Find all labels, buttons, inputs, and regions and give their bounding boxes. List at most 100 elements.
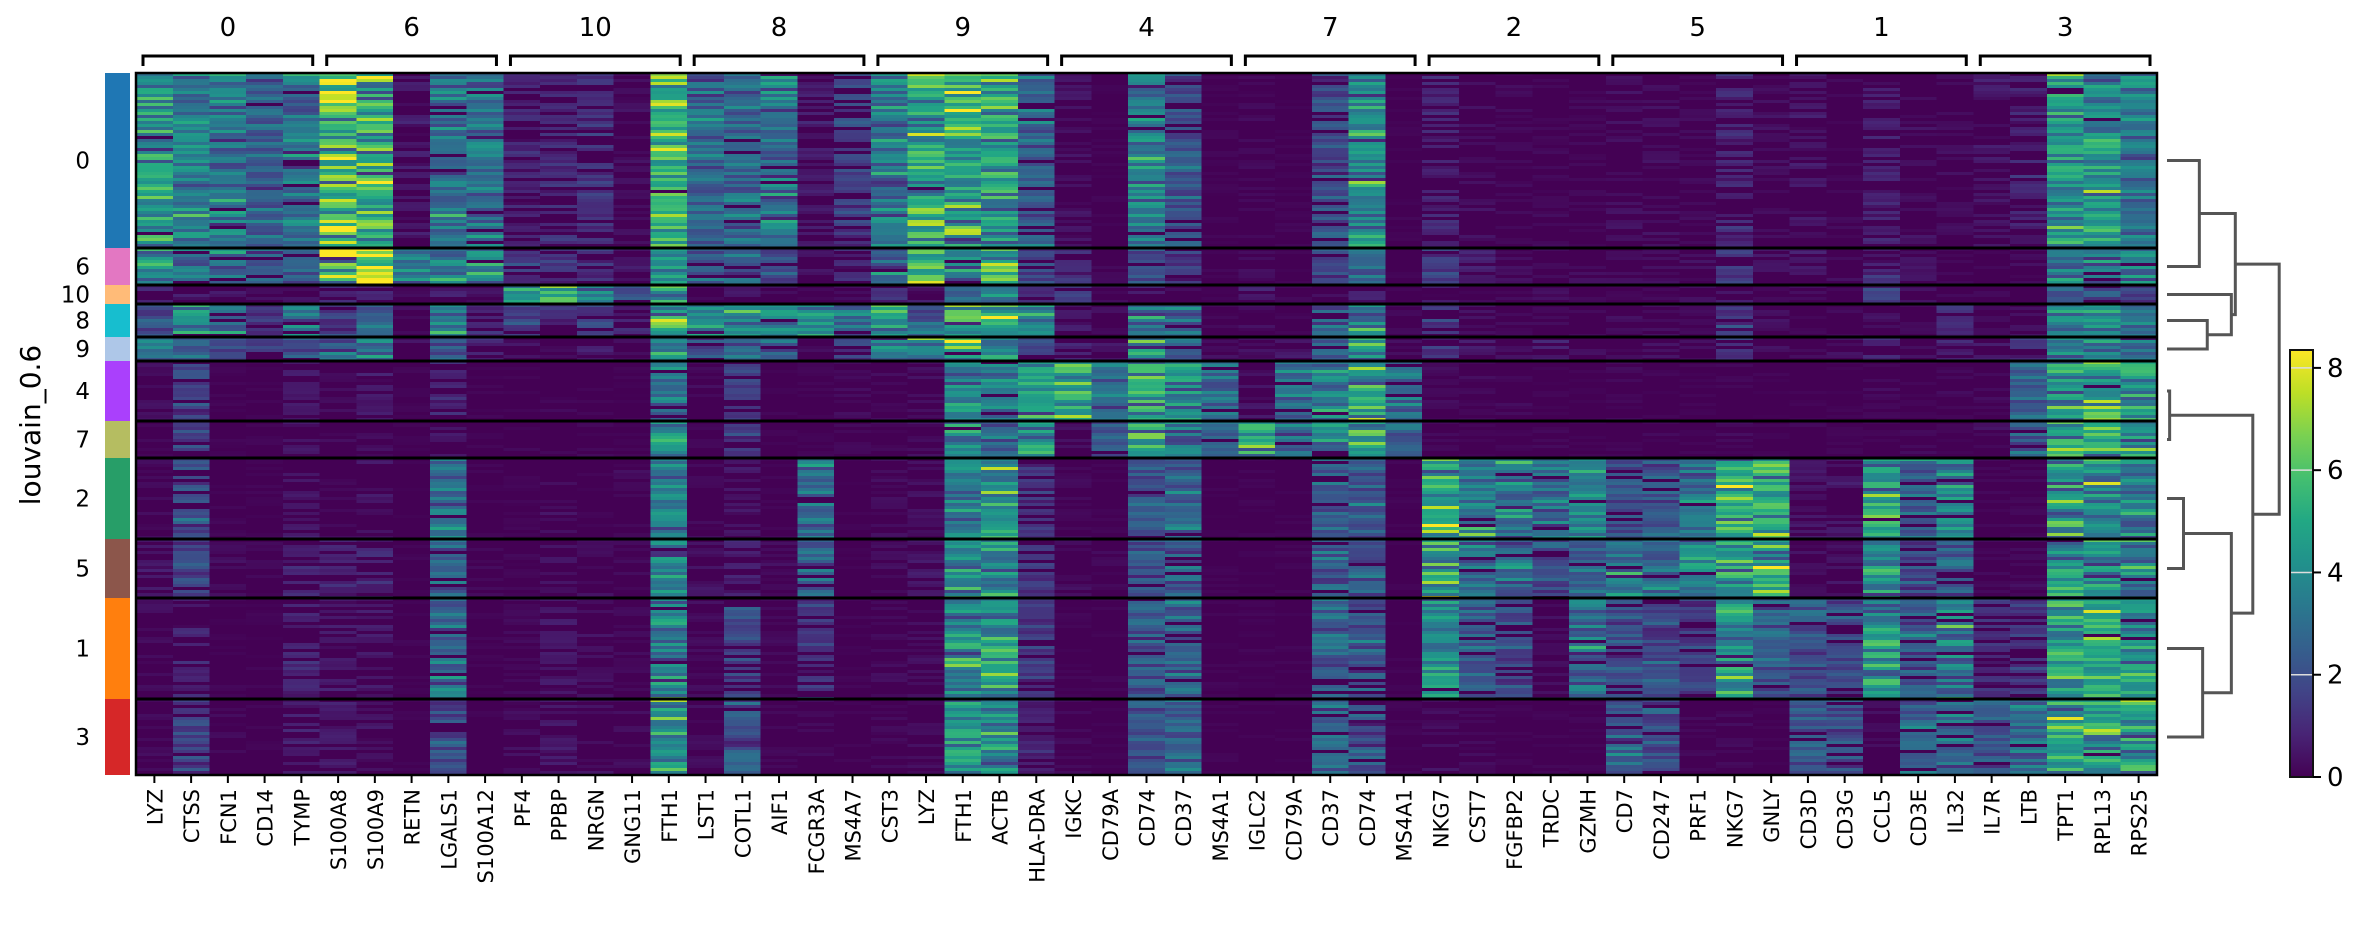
cell-stripe	[613, 103, 651, 106]
cell-stripe	[1973, 121, 2011, 124]
cell-stripe	[870, 76, 909, 79]
cell-stripe	[1495, 275, 1533, 278]
cell-stripe	[466, 109, 504, 112]
cell-stripe	[1201, 103, 1239, 106]
cell-stripe	[2010, 260, 2048, 263]
cell-stripe	[209, 82, 247, 85]
cell-stripe	[1495, 310, 1533, 313]
cell-stripe	[2010, 88, 2048, 91]
cell-stripe	[136, 263, 174, 266]
cell-stripe	[393, 214, 431, 217]
cell-stripe	[429, 328, 468, 331]
cell-stripe	[503, 300, 541, 303]
cell-stripe	[907, 325, 945, 328]
cell-stripe	[282, 232, 321, 235]
cell-stripe	[1348, 82, 1386, 85]
cell-stripe	[723, 260, 762, 263]
cell-stripe	[209, 94, 247, 97]
cell-stripe	[429, 148, 468, 151]
cell-stripe	[1973, 157, 2011, 160]
cell-stripe	[393, 115, 431, 118]
cell-stripe	[503, 106, 541, 109]
cell-stripe	[466, 291, 504, 294]
cell-stripe	[981, 97, 1019, 100]
cell-stripe	[429, 316, 468, 319]
cell-stripe	[393, 297, 431, 300]
cell-stripe	[356, 187, 394, 190]
cell-stripe	[1091, 106, 1129, 109]
cell-stripe	[1605, 127, 1644, 130]
cell-stripe	[1238, 130, 1276, 133]
cell-stripe	[870, 196, 909, 199]
cell-stripe	[1422, 269, 1460, 272]
cell-stripe	[1054, 196, 1092, 199]
cell-stripe	[1275, 142, 1313, 145]
cell-stripe	[172, 160, 210, 163]
cell-stripe	[981, 139, 1019, 142]
cell-stripe	[1422, 220, 1460, 223]
cell-stripe	[1826, 175, 1864, 178]
cell-stripe	[1311, 166, 1350, 169]
cell-stripe	[834, 297, 872, 300]
cell-stripe	[356, 331, 394, 334]
cell-stripe	[319, 121, 357, 124]
cell-stripe	[613, 300, 651, 303]
cell-stripe	[1054, 103, 1092, 106]
cell-stripe	[356, 103, 394, 106]
cell-stripe	[1091, 244, 1129, 247]
cell-stripe	[2010, 181, 2048, 184]
cell-stripe	[723, 316, 762, 319]
cell-stripe	[2046, 288, 2085, 291]
cell-stripe	[1238, 254, 1276, 257]
cell-stripe	[723, 235, 762, 238]
cell-stripe	[723, 118, 762, 121]
cell-stripe	[1385, 190, 1423, 193]
cell-stripe	[429, 281, 468, 284]
cell-stripe	[1385, 118, 1423, 121]
cell-stripe	[503, 202, 541, 205]
cell-stripe	[282, 281, 321, 284]
cell-stripe	[1422, 251, 1460, 254]
cell-stripe	[136, 272, 174, 275]
cell-stripe	[1385, 133, 1423, 136]
cell-stripe	[1532, 307, 1570, 310]
cell-stripe	[650, 244, 688, 247]
cell-stripe	[246, 169, 284, 172]
cell-stripe	[172, 325, 210, 328]
cell-stripe	[319, 211, 357, 214]
cell-stripe	[319, 160, 357, 163]
cell-stripe	[760, 307, 798, 310]
cell-stripe	[1569, 118, 1607, 121]
cell-stripe	[429, 109, 468, 112]
cell-stripe	[1017, 238, 1056, 241]
cell-stripe	[246, 79, 284, 82]
cell-stripe	[172, 294, 210, 297]
cell-stripe	[503, 328, 541, 331]
cell-stripe	[1936, 136, 1974, 139]
cell-stripe	[282, 205, 321, 208]
cell-stripe	[136, 148, 174, 151]
cell-stripe	[1128, 142, 1166, 145]
cell-stripe	[1863, 76, 1901, 79]
cell-stripe	[1311, 297, 1350, 300]
cell-stripe	[1605, 254, 1644, 257]
cell-stripe	[1201, 178, 1239, 181]
cell-stripe	[650, 232, 688, 235]
cell-stripe	[1532, 269, 1570, 272]
cell-stripe	[2083, 127, 2121, 130]
cell-stripe	[1091, 181, 1129, 184]
cell-stripe	[1238, 310, 1276, 313]
cell-stripe	[613, 85, 651, 88]
cell-stripe	[540, 100, 578, 103]
cell-stripe	[870, 300, 909, 303]
cell-stripe	[650, 157, 688, 160]
cell-stripe	[797, 199, 835, 202]
cell-stripe	[687, 109, 725, 112]
cell-stripe	[1679, 263, 1717, 266]
cell-stripe	[1826, 193, 1864, 196]
cell-stripe	[1238, 278, 1276, 281]
cell-stripe	[2120, 157, 2158, 160]
cell-stripe	[1311, 300, 1350, 303]
cell-stripe	[650, 190, 688, 193]
cell-stripe	[209, 178, 247, 181]
